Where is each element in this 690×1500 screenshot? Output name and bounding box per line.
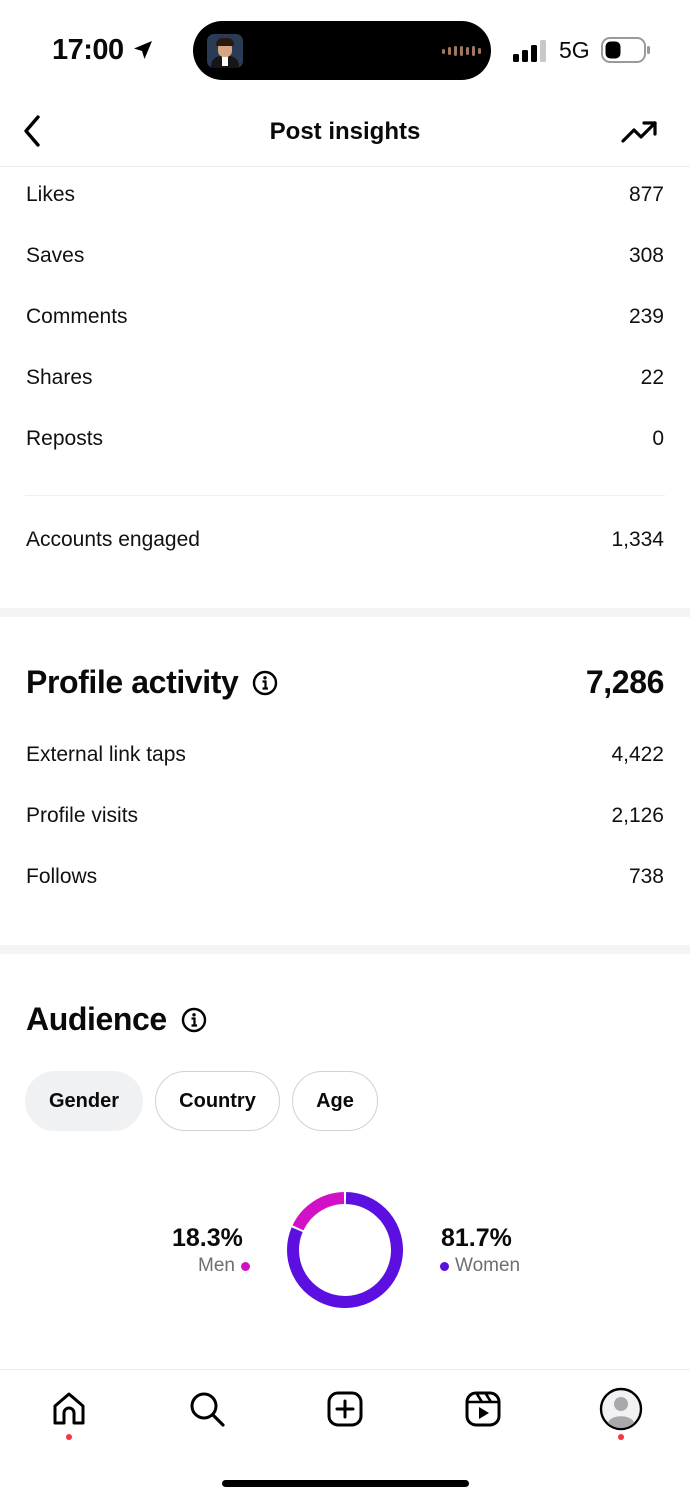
metric-label: External link taps — [26, 743, 186, 766]
audience-header: Audience — [26, 1001, 664, 1038]
bottom-tab-bar — [0, 1369, 690, 1500]
now-playing-artwork — [207, 34, 243, 68]
donut-slice-men — [292, 1192, 345, 1231]
metric-label: Saves — [26, 244, 85, 267]
tab-age[interactable]: Age — [292, 1071, 378, 1131]
home-icon — [53, 1392, 85, 1425]
gender-donut-chart — [287, 1192, 403, 1308]
women-legend: Women — [440, 1255, 520, 1277]
metric-row-follows: Follows 738 — [26, 859, 664, 895]
profile-icon — [599, 1387, 643, 1431]
metric-value: 4,422 — [611, 743, 664, 766]
metric-value: 22 — [640, 366, 664, 389]
home-indicator — [222, 1480, 469, 1487]
metric-value: 1,334 — [611, 528, 664, 551]
metric-value: 308 — [628, 244, 664, 267]
section-divider — [25, 495, 665, 496]
tab-reels[interactable] — [461, 1387, 505, 1431]
metric-row-comments: Comments 239 — [26, 299, 664, 335]
metric-value: 0 — [652, 427, 664, 450]
search-icon — [190, 1392, 225, 1427]
men-color-dot — [240, 1261, 250, 1271]
metric-value: 738 — [628, 865, 664, 888]
metric-label: Comments — [26, 305, 128, 328]
trends-button[interactable] — [620, 116, 660, 148]
section-separator — [0, 945, 690, 954]
create-icon — [327, 1391, 363, 1427]
audio-waveform-icon — [442, 46, 481, 56]
metric-label: Follows — [26, 865, 98, 888]
women-label: Women — [455, 1255, 521, 1276]
metric-row-profile-visits: Profile visits 2,126 — [26, 798, 664, 834]
metric-row-likes: Likes 877 — [26, 177, 664, 213]
home-notification-dot — [66, 1434, 72, 1440]
section-separator — [0, 608, 690, 617]
tab-create[interactable] — [323, 1387, 367, 1431]
metric-row-shares: Shares 22 — [26, 360, 664, 396]
donut-slice-women — [287, 1192, 403, 1308]
tab-gender[interactable]: Gender — [25, 1071, 143, 1131]
trending-up-icon — [621, 121, 657, 143]
back-button[interactable] — [14, 113, 50, 149]
metric-value: 877 — [628, 183, 664, 206]
metric-label: Accounts engaged — [26, 528, 200, 551]
metric-label: Profile visits — [26, 804, 139, 827]
tab-search[interactable] — [185, 1387, 229, 1431]
section-title: Audience — [26, 1001, 167, 1037]
metric-row-external-link-taps: External link taps 4,422 — [26, 737, 664, 773]
metric-row-saves: Saves 308 — [26, 238, 664, 274]
tab-home[interactable] — [47, 1387, 91, 1431]
signal-bars-icon — [513, 40, 546, 62]
profile-activity-total: 7,286 — [585, 664, 664, 700]
section-title: Profile activity — [26, 664, 239, 700]
network-type: 5G — [559, 37, 590, 63]
metric-row-accounts-engaged: Accounts engaged 1,334 — [26, 522, 664, 558]
men-legend: Men — [198, 1255, 250, 1277]
reels-icon — [465, 1391, 501, 1427]
profile-activity-header: Profile activity 7,286 — [26, 664, 664, 701]
location-arrow-icon — [134, 41, 152, 59]
navigation-header: Post insights — [0, 100, 690, 167]
metric-value: 239 — [628, 305, 664, 328]
metric-label: Shares — [26, 366, 93, 389]
page-title: Post insights — [269, 118, 421, 145]
metric-value: 2,126 — [611, 804, 664, 827]
status-time: 17:00 — [52, 34, 124, 66]
profile-notification-dot — [618, 1434, 624, 1440]
chevron-left-icon — [24, 115, 40, 147]
battery-icon — [601, 37, 650, 63]
women-percentage: 81.7% — [441, 1224, 512, 1252]
info-icon[interactable] — [252, 670, 278, 696]
metric-label: Likes — [26, 183, 76, 206]
metric-label: Reposts — [26, 427, 104, 450]
metric-row-reposts: Reposts 0 — [26, 421, 664, 457]
women-color-dot — [440, 1261, 449, 1271]
dynamic-island[interactable] — [193, 21, 491, 80]
men-label: Men — [198, 1255, 235, 1276]
status-bar: 17:00 5G — [0, 0, 690, 100]
info-icon[interactable] — [181, 1007, 207, 1033]
men-percentage: 18.3% — [172, 1224, 243, 1252]
tab-country[interactable]: Country — [155, 1071, 280, 1131]
tab-profile[interactable] — [599, 1387, 643, 1431]
